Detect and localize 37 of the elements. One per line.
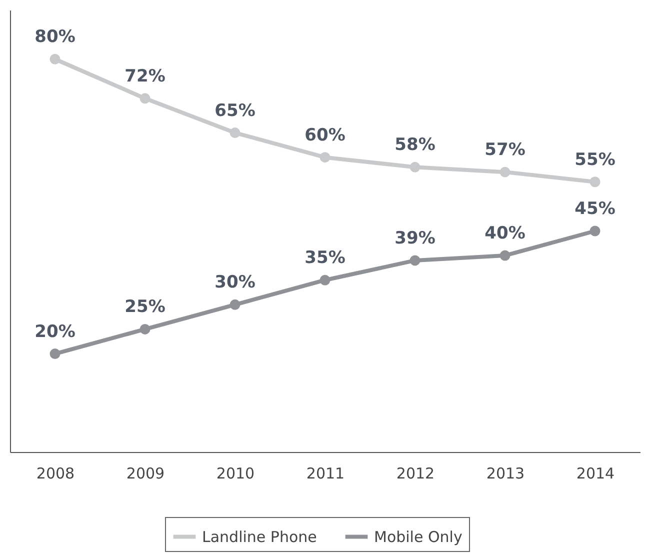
data-label: 30% [214,272,256,293]
data-label: 45% [574,199,616,219]
point [590,226,600,236]
point [140,93,150,104]
point [320,152,330,163]
x-tick-label: 2011 [306,464,345,482]
legend-label: Mobile Only [374,528,462,546]
point [230,128,240,138]
data-label: 25% [124,297,166,318]
data-label: 40% [484,224,526,244]
point [410,162,420,172]
data-label: 57% [484,140,526,160]
x-tick-label: 2014 [576,464,615,482]
point [590,176,600,188]
data-label: 60% [304,125,346,146]
point [410,255,420,266]
point [500,250,510,261]
point [50,348,60,360]
data-label: 58% [394,135,436,156]
point [50,54,60,64]
x-tick-label: 2010 [216,464,255,482]
data-label: 72% [124,66,166,86]
x-tick-label: 2012 [396,464,435,482]
point [140,324,150,334]
data-label: 65% [214,100,256,121]
x-tick-label: 2013 [486,464,525,482]
x-tick-label: 2009 [126,464,165,482]
data-label: 55% [574,150,616,170]
x-tick-label: 2008 [36,464,75,482]
legend-label: Landline Phone [202,528,317,546]
data-label: 20% [34,322,76,342]
data-label: 39% [394,228,436,248]
data-label: 80% [34,27,76,48]
point [500,166,510,178]
data-label: 35% [304,248,346,268]
point [320,274,330,286]
point [230,299,240,310]
